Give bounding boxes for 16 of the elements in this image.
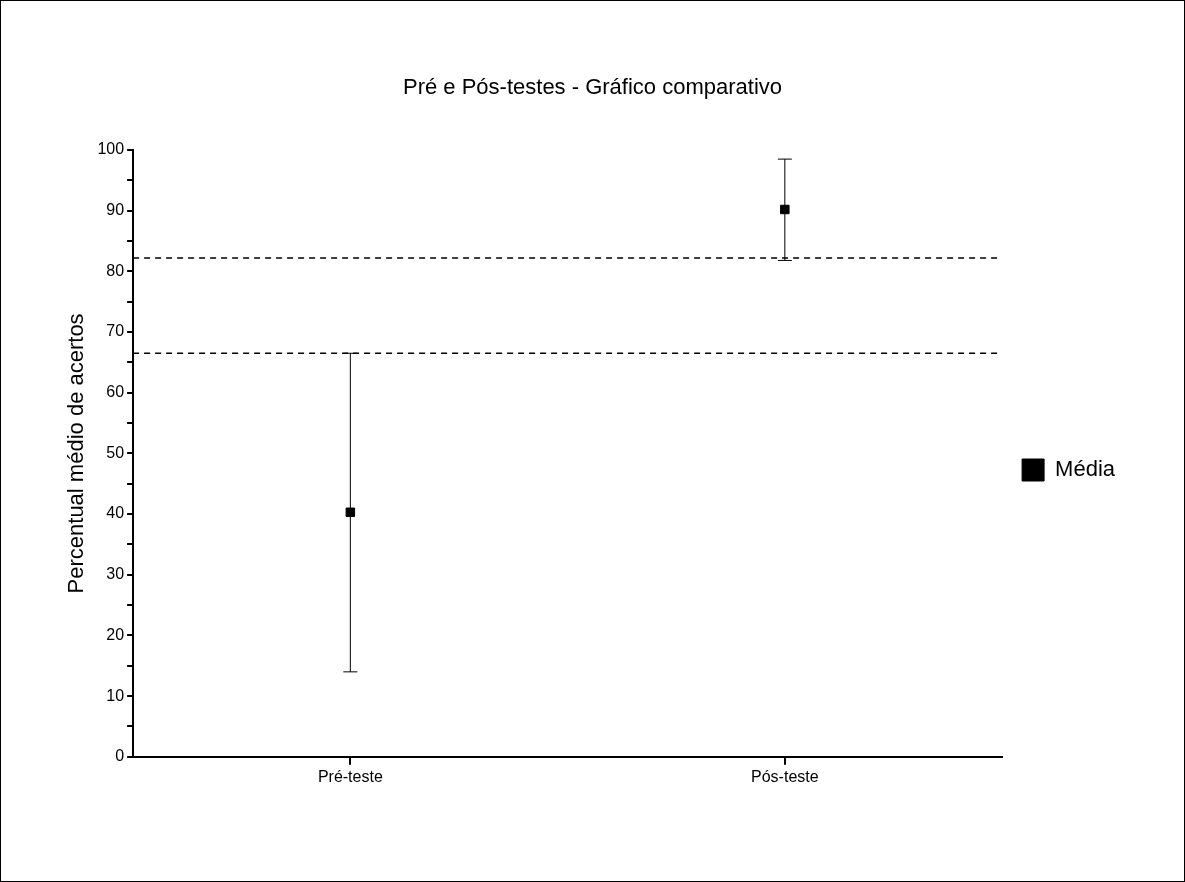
x-tick-label: Pré-teste	[317, 767, 383, 785]
x-tick-label: Pós-teste	[751, 767, 819, 785]
y-tick-label: 90	[106, 201, 125, 219]
y-tick-label: 0	[115, 747, 125, 765]
y-tick-label: 10	[106, 686, 125, 704]
y-axis-title: Percentual médio de acertos	[63, 313, 89, 594]
chart-title: Pré e Pós-testes - Gráfico comparativo	[402, 74, 783, 100]
y-tick-label: 20	[106, 625, 125, 643]
legend-label: Média	[1055, 456, 1116, 482]
y-tick-label: 60	[106, 383, 125, 401]
y-tick-label: 70	[106, 322, 125, 340]
y-tick-label: 30	[106, 565, 125, 583]
y-tick-label: 80	[106, 261, 125, 279]
y-tick-label: 50	[106, 443, 125, 461]
y-tick-label: 100	[97, 140, 125, 158]
y-tick-label: 40	[106, 504, 125, 522]
